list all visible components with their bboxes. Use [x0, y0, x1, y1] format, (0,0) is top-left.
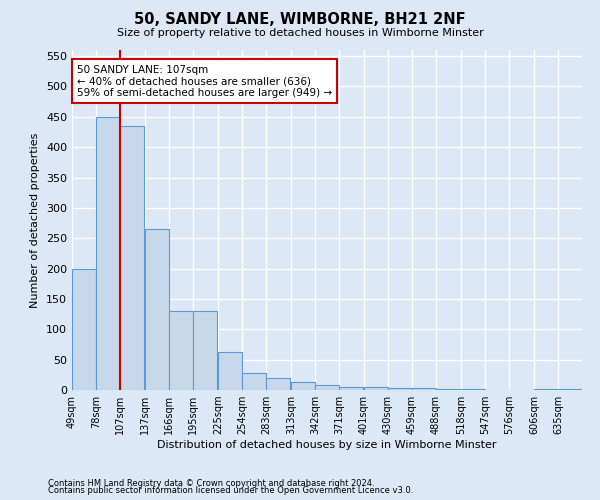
Y-axis label: Number of detached properties: Number of detached properties: [31, 132, 40, 308]
Bar: [72, 268, 96, 390]
Bar: [193, 311, 217, 390]
Bar: [291, 382, 315, 390]
Bar: [388, 388, 412, 390]
Bar: [436, 389, 460, 390]
Bar: [96, 117, 120, 390]
Bar: [339, 387, 363, 390]
Text: 50 SANDY LANE: 107sqm
← 40% of detached houses are smaller (636)
59% of semi-det: 50 SANDY LANE: 107sqm ← 40% of detached …: [77, 64, 332, 98]
Bar: [315, 385, 339, 390]
Bar: [558, 389, 582, 390]
Bar: [121, 126, 144, 390]
Bar: [534, 389, 558, 390]
Bar: [218, 352, 242, 390]
Bar: [461, 389, 485, 390]
Text: Size of property relative to detached houses in Wimborne Minster: Size of property relative to detached ho…: [116, 28, 484, 38]
Bar: [145, 229, 169, 390]
Bar: [169, 311, 193, 390]
Bar: [364, 387, 388, 390]
X-axis label: Distribution of detached houses by size in Wimborne Minster: Distribution of detached houses by size …: [157, 440, 497, 450]
Text: Contains public sector information licensed under the Open Government Licence v3: Contains public sector information licen…: [48, 486, 413, 495]
Text: Contains HM Land Registry data © Crown copyright and database right 2024.: Contains HM Land Registry data © Crown c…: [48, 478, 374, 488]
Bar: [266, 378, 290, 390]
Bar: [412, 388, 436, 390]
Text: 50, SANDY LANE, WIMBORNE, BH21 2NF: 50, SANDY LANE, WIMBORNE, BH21 2NF: [134, 12, 466, 28]
Bar: [242, 373, 266, 390]
